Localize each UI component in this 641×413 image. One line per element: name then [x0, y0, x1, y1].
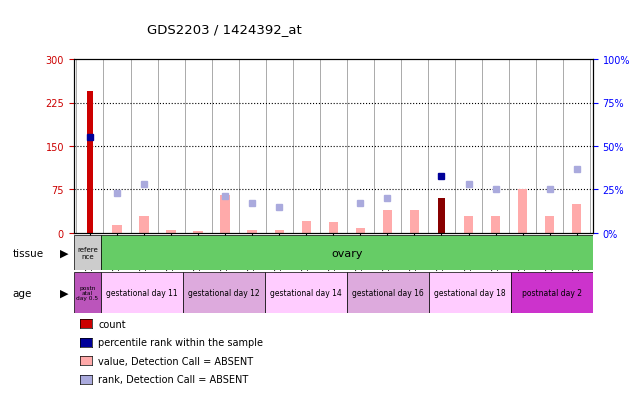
- Bar: [511, 272, 593, 313]
- Bar: [221, 196, 230, 233]
- Text: gestational day 14: gestational day 14: [270, 288, 342, 297]
- Bar: [166, 230, 176, 233]
- Bar: [74, 235, 101, 271]
- Bar: [194, 232, 203, 233]
- Bar: [347, 272, 429, 313]
- Text: rank, Detection Call = ABSENT: rank, Detection Call = ABSENT: [98, 375, 248, 385]
- Text: gestational day 16: gestational day 16: [352, 288, 424, 297]
- Text: tissue: tissue: [13, 248, 44, 258]
- Text: ovary: ovary: [331, 248, 363, 258]
- Text: refere
nce: refere nce: [77, 247, 98, 259]
- Text: GDS2203 / 1424392_at: GDS2203 / 1424392_at: [147, 23, 302, 36]
- Bar: [274, 230, 284, 233]
- Bar: [329, 223, 338, 233]
- Text: gestational day 12: gestational day 12: [188, 288, 260, 297]
- Bar: [183, 272, 265, 313]
- Bar: [518, 190, 528, 233]
- Bar: [438, 199, 445, 233]
- Bar: [265, 272, 347, 313]
- Text: age: age: [13, 288, 32, 298]
- Bar: [87, 92, 94, 233]
- Bar: [410, 210, 419, 233]
- Bar: [101, 272, 183, 313]
- Text: gestational day 18: gestational day 18: [434, 288, 506, 297]
- Bar: [301, 222, 311, 233]
- Text: percentile rank within the sample: percentile rank within the sample: [98, 337, 263, 347]
- Text: ▶: ▶: [60, 288, 69, 298]
- Bar: [491, 216, 501, 233]
- Bar: [464, 216, 473, 233]
- Text: gestational day 11: gestational day 11: [106, 288, 178, 297]
- Text: ▶: ▶: [60, 248, 69, 258]
- Text: postnatal day 2: postnatal day 2: [522, 288, 582, 297]
- Bar: [356, 229, 365, 233]
- Bar: [429, 272, 511, 313]
- Text: count: count: [98, 319, 126, 329]
- Bar: [572, 204, 581, 233]
- Bar: [139, 216, 149, 233]
- Bar: [247, 230, 257, 233]
- Text: value, Detection Call = ABSENT: value, Detection Call = ABSENT: [98, 356, 253, 366]
- Bar: [383, 210, 392, 233]
- Bar: [112, 226, 122, 233]
- Text: postn
atal
day 0.5: postn atal day 0.5: [76, 285, 99, 300]
- Bar: [545, 216, 554, 233]
- Bar: [74, 272, 101, 313]
